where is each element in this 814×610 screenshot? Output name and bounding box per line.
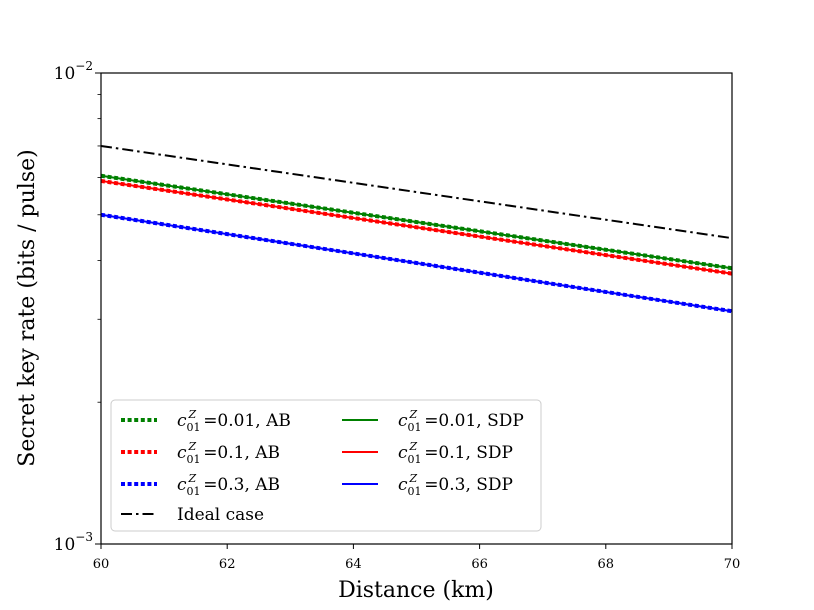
x-tick-label: 60 xyxy=(93,557,110,572)
x-axis-label: Distance (km) xyxy=(338,578,494,603)
legend-label-5: c01Z =0.01, SDP xyxy=(398,408,524,434)
legend-label-2: c01Z =0.1, AB xyxy=(177,440,280,466)
x-tick-label: 70 xyxy=(724,557,741,572)
series-line-5 xyxy=(100,174,733,270)
x-tick-label: 64 xyxy=(345,557,362,572)
x-tick-label: 68 xyxy=(598,557,615,572)
legend-label-3: c01Z =0.3, AB xyxy=(177,472,280,498)
legend-label-7: c01Z =0.3, SDP xyxy=(398,472,513,498)
y-axis-label: Secret key rate (bits / pulse) xyxy=(15,149,40,466)
x-tick-label: 66 xyxy=(471,557,488,572)
y-tick-label: 10−3 xyxy=(54,530,93,555)
legend-label-6: c01Z =0.1, SDP xyxy=(398,440,513,466)
y-axis: 10−2 10−3 xyxy=(54,59,101,555)
series-line-6 xyxy=(100,179,733,275)
plot-lines xyxy=(100,144,733,314)
series-line-4 xyxy=(100,144,733,240)
legend-box xyxy=(110,399,542,532)
x-tick-label: 62 xyxy=(219,557,236,572)
legend-label-4: Ideal case xyxy=(177,505,264,525)
legend-label-1: c01Z =0.01, AB xyxy=(177,408,291,434)
x-axis: 60 62 64 66 68 70 xyxy=(93,544,741,572)
plot-frame xyxy=(100,72,733,545)
series-line-7 xyxy=(100,213,733,313)
y-tick-label: 10−2 xyxy=(54,59,93,84)
legend: c01Z =0.01, AB c01Z =0.1, AB c01Z =0.3, AB Ide… xyxy=(110,399,542,532)
